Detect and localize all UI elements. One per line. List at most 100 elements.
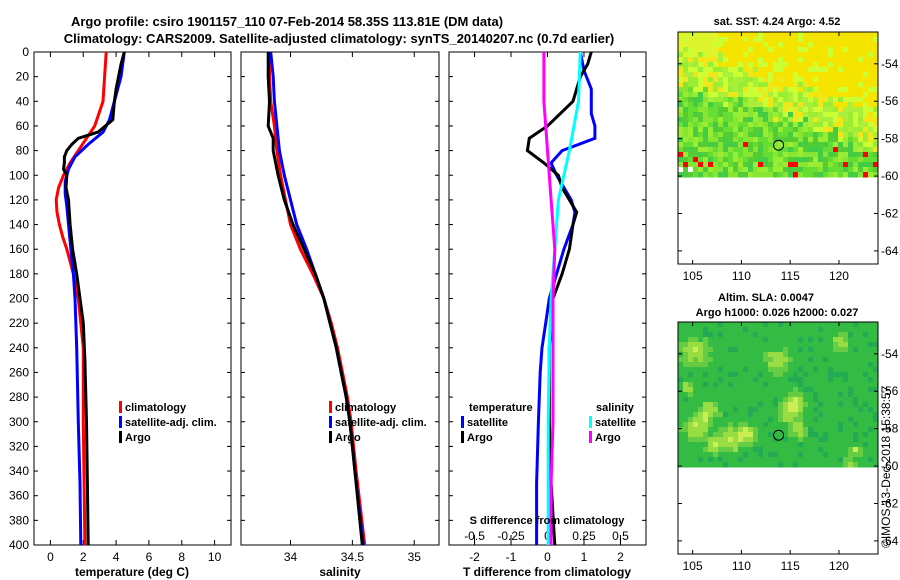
sst-cell xyxy=(773,32,779,38)
sla-cell xyxy=(853,347,859,353)
sla-cell xyxy=(818,407,824,413)
sst-cell xyxy=(843,127,849,133)
sst-cell xyxy=(753,122,759,128)
sst-cell xyxy=(758,77,764,83)
sst-cell xyxy=(768,102,774,108)
sst-cell xyxy=(743,102,749,108)
sst-cell xyxy=(818,102,824,108)
sla-cell xyxy=(848,382,854,388)
sst-cell xyxy=(708,82,714,88)
sst-cell xyxy=(863,32,869,38)
sst-cell xyxy=(753,87,759,93)
sst-cell xyxy=(708,117,714,123)
sla-cell xyxy=(863,462,869,468)
sla-cell xyxy=(713,357,719,363)
sst-cell xyxy=(758,92,764,98)
sst-cell xyxy=(818,72,824,78)
sla-cell xyxy=(838,342,844,348)
sla-cell xyxy=(753,327,759,333)
depth-tick-label: 360 xyxy=(9,489,29,503)
sst-cell xyxy=(788,167,794,173)
sla-cell xyxy=(728,327,734,333)
sst-cell xyxy=(718,112,724,118)
sst-cell xyxy=(703,127,709,133)
sst-cell xyxy=(838,37,844,43)
x-tick-label: -2 xyxy=(469,550,480,564)
sst-cell xyxy=(868,172,874,178)
sla-cell xyxy=(733,417,739,423)
sst-cell xyxy=(683,132,689,138)
sst-cell xyxy=(813,102,819,108)
sla-cell xyxy=(758,427,764,433)
sst-cell xyxy=(798,112,804,118)
sla-cell xyxy=(808,357,814,363)
sla-cell xyxy=(733,357,739,363)
sst-cell xyxy=(803,32,809,38)
sla-cell xyxy=(818,367,824,373)
map-y-tick-label: -58 xyxy=(881,132,899,146)
sla-cell xyxy=(808,382,814,388)
sst-cell xyxy=(858,52,864,58)
sla-cell xyxy=(738,447,744,453)
sla-cell xyxy=(843,327,849,333)
sla-cell xyxy=(718,402,724,408)
sla-cell xyxy=(683,397,689,403)
sst-cell xyxy=(718,82,724,88)
sst-cell xyxy=(803,77,809,83)
sst-cell xyxy=(693,47,699,53)
sst-cell xyxy=(683,112,689,118)
sst-cell xyxy=(733,67,739,73)
sla-cell xyxy=(843,417,849,423)
sst-cell xyxy=(708,57,714,63)
sst-cell xyxy=(778,102,784,108)
sla-cell xyxy=(838,372,844,378)
sst-cell xyxy=(813,127,819,133)
sla-cell xyxy=(838,452,844,458)
sla-cell xyxy=(678,407,684,413)
sst-cell xyxy=(743,142,749,148)
sla-cell xyxy=(748,392,754,398)
sst-cell xyxy=(698,127,704,133)
sla-cell xyxy=(693,322,699,328)
sla-cell xyxy=(813,327,819,333)
sla-cell xyxy=(873,407,879,413)
sla-cell xyxy=(818,417,824,423)
sla-cell xyxy=(778,382,784,388)
sla-cell xyxy=(763,367,769,373)
sst-cell xyxy=(863,57,869,63)
sst-cell xyxy=(728,142,734,148)
sst-cell xyxy=(783,127,789,133)
sla-cell xyxy=(753,377,759,383)
sst-cell xyxy=(743,92,749,98)
sla-cell xyxy=(873,402,879,408)
sst-cell xyxy=(833,57,839,63)
sst-cell xyxy=(858,62,864,68)
sla-cell xyxy=(808,377,814,383)
sst-cell xyxy=(718,117,724,123)
sst-cell xyxy=(803,167,809,173)
sla-cell xyxy=(713,442,719,448)
sla-cell xyxy=(788,342,794,348)
sla-cell xyxy=(798,457,804,463)
sst-cell xyxy=(828,107,834,113)
sla-cell xyxy=(858,457,864,463)
sla-cell xyxy=(848,372,854,378)
sst-cell xyxy=(788,102,794,108)
sla-cell xyxy=(713,412,719,418)
sst-cell xyxy=(858,32,864,38)
legend-swatch-salinity-argo xyxy=(589,431,592,443)
sst-cell xyxy=(693,117,699,123)
sla-cell xyxy=(733,337,739,343)
sst-cell xyxy=(838,92,844,98)
sla-cell xyxy=(868,457,874,463)
sla-cell xyxy=(753,432,759,438)
sst-cell xyxy=(758,72,764,78)
sst-cell xyxy=(698,152,704,158)
sla-cell xyxy=(858,442,864,448)
sst-cell xyxy=(813,167,819,173)
sst-cell xyxy=(798,137,804,143)
sla-cell xyxy=(693,432,699,438)
sla-cell xyxy=(683,387,689,393)
sla-cell xyxy=(853,362,859,368)
sst-cell xyxy=(718,77,724,83)
